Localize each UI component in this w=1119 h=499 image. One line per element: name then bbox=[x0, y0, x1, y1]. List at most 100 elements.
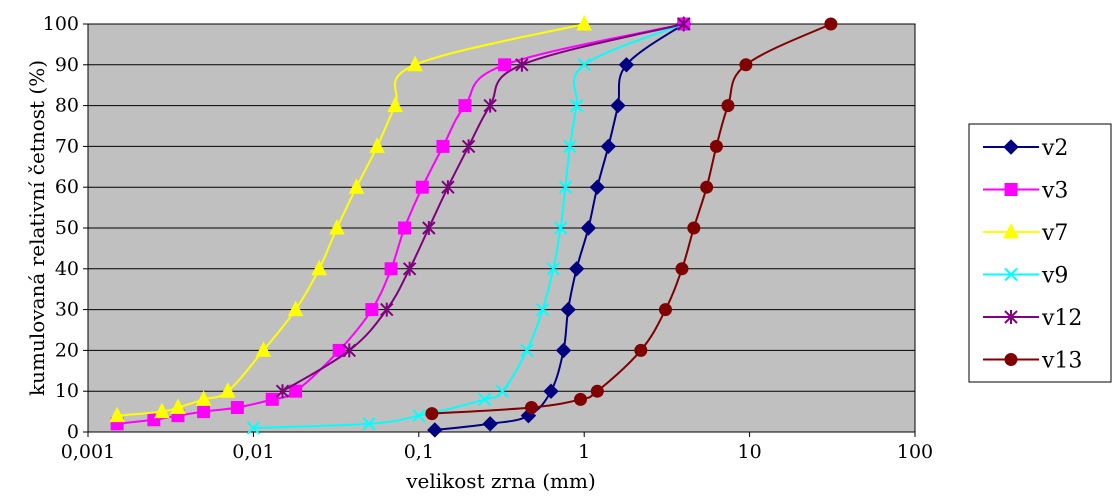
legend-marker bbox=[1004, 310, 1018, 324]
data-point-v12 bbox=[461, 139, 476, 154]
data-point-v7 bbox=[109, 406, 125, 423]
y-tick-label: 20 bbox=[55, 339, 79, 361]
data-point-v7 bbox=[348, 178, 365, 194]
data-point-v2 bbox=[618, 57, 635, 73]
series-v13 bbox=[425, 17, 838, 421]
x-tick-label: 100 bbox=[897, 441, 933, 463]
x-tick-label: 1 bbox=[578, 441, 590, 463]
y-axis-title: kumulovaná relativní četnost (%) bbox=[25, 60, 49, 396]
legend-marker bbox=[1003, 139, 1019, 155]
data-point-v12 bbox=[441, 180, 455, 195]
data-point-v12 bbox=[515, 57, 529, 72]
data-point-v2 bbox=[610, 97, 626, 114]
legend-item-v9: v9 bbox=[983, 264, 1068, 289]
series-v12 bbox=[275, 17, 691, 399]
legend-marker bbox=[1004, 267, 1018, 282]
data-point-v12 bbox=[483, 98, 497, 113]
series-layer bbox=[109, 14, 838, 438]
x-axis-title: velikost zrna (mm) bbox=[405, 469, 596, 493]
legend-label: v2 bbox=[1041, 136, 1068, 161]
data-point-v12 bbox=[342, 343, 357, 358]
data-point-v3 bbox=[415, 180, 429, 194]
legend-marker bbox=[1003, 222, 1019, 239]
legend-item-v12: v12 bbox=[983, 306, 1082, 331]
data-point-v2 bbox=[543, 383, 559, 399]
data-point-v7 bbox=[407, 55, 423, 72]
y-tick-label: 80 bbox=[55, 95, 79, 117]
y-tick-label: 90 bbox=[55, 54, 79, 76]
legend: v2 v3 v7 v9 v12 v13 bbox=[968, 123, 1112, 383]
data-point-v2 bbox=[600, 138, 617, 155]
legend-label: v13 bbox=[1041, 349, 1082, 374]
data-point-v3 bbox=[384, 262, 398, 276]
data-point-v9 bbox=[577, 58, 591, 72]
data-point-v12 bbox=[422, 221, 436, 235]
data-point-v9 bbox=[569, 98, 584, 113]
data-point-v13 bbox=[658, 303, 672, 317]
legend-marker bbox=[1004, 183, 1018, 196]
data-point-v12 bbox=[402, 261, 417, 276]
data-point-v3 bbox=[289, 384, 303, 398]
data-point-v7 bbox=[255, 341, 272, 357]
data-point-v9 bbox=[477, 392, 492, 407]
y-tick-label: 100 bbox=[43, 13, 79, 35]
data-point-v3 bbox=[230, 401, 244, 415]
data-point-v7 bbox=[311, 259, 328, 276]
legend-item-v3: v3 bbox=[983, 179, 1068, 204]
data-point-v7 bbox=[329, 218, 345, 235]
x-tick-label: 10 bbox=[738, 441, 762, 463]
legend-label: v3 bbox=[1041, 179, 1068, 204]
data-point-v3 bbox=[398, 221, 412, 235]
data-point-v12 bbox=[275, 384, 290, 399]
data-point-v7 bbox=[170, 398, 186, 415]
data-point-v13 bbox=[700, 180, 714, 194]
data-point-v13 bbox=[574, 392, 588, 406]
data-point-v3 bbox=[458, 99, 472, 113]
data-point-v7 bbox=[387, 96, 404, 113]
data-point-v3 bbox=[365, 303, 379, 317]
series-v2 bbox=[427, 16, 692, 438]
data-point-v3 bbox=[498, 58, 512, 72]
data-point-v9 bbox=[558, 180, 573, 194]
legend-label: v7 bbox=[1041, 221, 1068, 246]
y-tick-label: 0 bbox=[67, 421, 79, 443]
series-v7 bbox=[109, 14, 593, 423]
data-point-v12 bbox=[677, 17, 691, 31]
data-point-v9 bbox=[520, 343, 534, 358]
data-point-v2 bbox=[589, 179, 606, 195]
data-point-v2 bbox=[555, 342, 572, 359]
x-tick-label: 0,1 bbox=[404, 441, 434, 463]
data-point-v7 bbox=[154, 402, 170, 419]
data-point-v9 bbox=[362, 417, 376, 431]
data-point-v3 bbox=[197, 405, 211, 419]
legend-item-v2: v2 bbox=[983, 136, 1068, 161]
data-point-v7 bbox=[287, 300, 304, 317]
data-point-v13 bbox=[524, 401, 538, 415]
data-point-v2 bbox=[482, 416, 498, 432]
data-point-v7 bbox=[369, 137, 385, 153]
data-point-v9 bbox=[246, 421, 261, 435]
data-point-v3 bbox=[436, 139, 450, 153]
data-point-v2 bbox=[560, 301, 576, 318]
y-tick-label: 70 bbox=[55, 135, 79, 157]
data-point-v7 bbox=[219, 382, 236, 398]
y-tick-label: 10 bbox=[55, 380, 79, 402]
y-tick-label: 30 bbox=[55, 299, 79, 321]
y-tick-label: 40 bbox=[55, 258, 79, 280]
y-tick-label: 60 bbox=[55, 176, 79, 198]
y-axis-ticks: 0 10 20 30 40 50 60 70 80 90 100 bbox=[43, 13, 88, 443]
data-point-v9 bbox=[495, 384, 510, 398]
data-point-v13 bbox=[675, 262, 689, 276]
data-point-v13 bbox=[709, 139, 723, 153]
data-point-v2 bbox=[568, 261, 585, 277]
data-point-v9 bbox=[563, 139, 577, 154]
x-tick-label: 0,001 bbox=[61, 441, 115, 463]
x-tick-label: 0,01 bbox=[232, 441, 274, 463]
data-point-v13 bbox=[824, 17, 838, 31]
legend-label: v12 bbox=[1041, 306, 1082, 331]
legend-item-v7: v7 bbox=[983, 221, 1068, 246]
legend-marker bbox=[1004, 353, 1018, 366]
data-point-v2 bbox=[427, 422, 443, 438]
data-point-v13 bbox=[739, 58, 753, 72]
